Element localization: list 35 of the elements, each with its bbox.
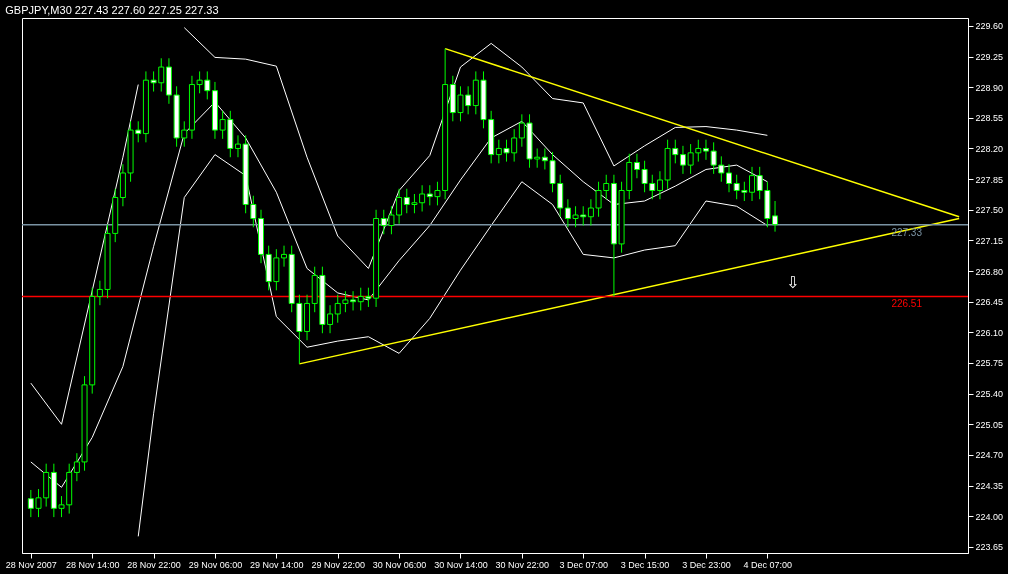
y-tick-label: 227.50 — [975, 205, 1004, 216]
y-tick-label: 227.85 — [975, 174, 1004, 185]
chart-title: GBPJPY,M30 227.43 227.60 227.25 227.33 — [5, 4, 219, 16]
y-tick-label: 224.35 — [975, 481, 1004, 492]
y-tick-label: 224.70 — [975, 450, 1004, 461]
x-tick-label: 30 Nov 06:00 — [372, 559, 427, 570]
y-tick-label: 228.90 — [975, 82, 1004, 93]
x-tick-label: 28 Nov 14:00 — [65, 559, 120, 570]
ref-line-label: 227.33 — [891, 226, 923, 238]
x-tick-label: 30 Nov 22:00 — [495, 559, 550, 570]
y-tick-label: 228.20 — [975, 143, 1004, 154]
y-tick-label: 229.25 — [975, 52, 1004, 63]
x-tick-label: 30 Nov 14:00 — [434, 559, 488, 570]
y-tick-label: 226.80 — [975, 266, 1004, 277]
x-tick-label: 3 Dec 07:00 — [559, 559, 608, 570]
y-tick-label: 225.75 — [975, 358, 1004, 369]
y-tick-label: 225.40 — [975, 389, 1004, 400]
x-tick-label: 3 Dec 15:00 — [620, 559, 670, 570]
x-tick-label: 3 Dec 23:00 — [682, 559, 731, 570]
annotation: ⇩ — [786, 273, 800, 293]
y-tick-label: 225.05 — [975, 419, 1004, 430]
x-tick-label: 28 Nov 22:00 — [127, 559, 181, 570]
x-tick-label: 28 Nov 2007 — [5, 559, 57, 570]
y-tick-label: 226.10 — [975, 327, 1004, 338]
ref-line-label: 226.51 — [891, 298, 923, 310]
y-tick-label: 224.00 — [975, 511, 1004, 522]
x-tick-label: 29 Nov 22:00 — [311, 559, 365, 570]
x-tick-label: 29 Nov 14:00 — [250, 559, 304, 570]
x-tick-label: 29 Nov 06:00 — [188, 559, 243, 570]
y-tick-label: 228.55 — [975, 113, 1004, 124]
y-tick-label: 223.65 — [975, 542, 1004, 553]
y-tick-label: 229.60 — [975, 21, 1004, 32]
y-tick-label: 227.15 — [975, 235, 1004, 246]
x-tick-label: 4 Dec 07:00 — [743, 559, 793, 570]
y-tick-label: 226.45 — [975, 297, 1004, 308]
